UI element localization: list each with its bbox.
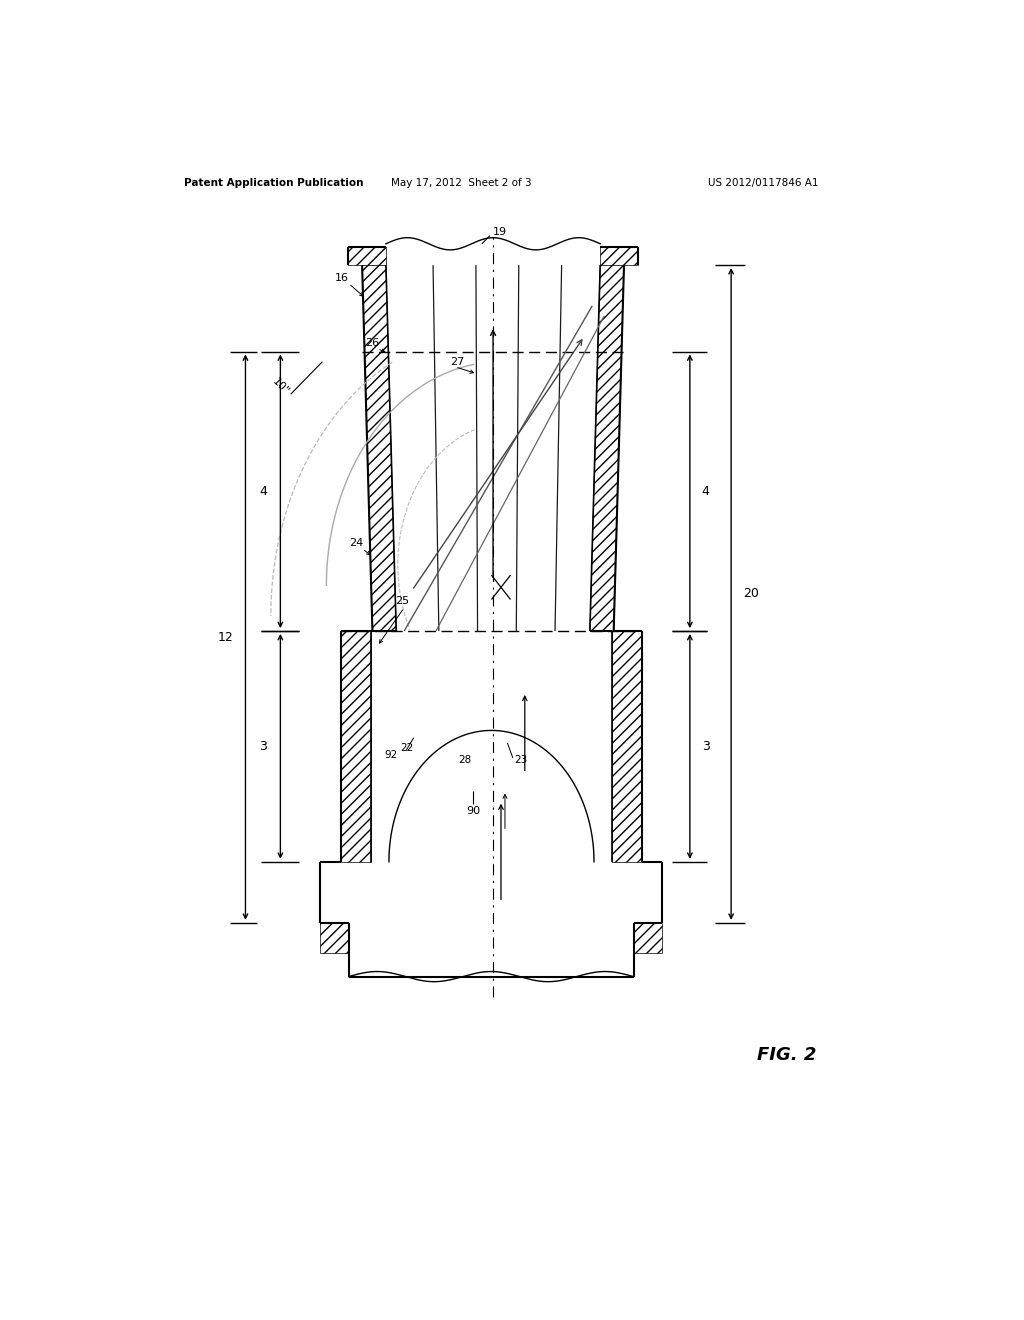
Bar [634,923,663,953]
Text: 19: 19 [493,227,507,236]
Bar [321,923,348,953]
Text: 3: 3 [701,741,710,752]
Text: 16: 16 [335,273,349,284]
Text: Patent Application Publication: Patent Application Publication [183,178,364,187]
Polygon shape [362,265,396,631]
Text: 92: 92 [385,750,398,760]
Polygon shape [348,247,386,265]
Text: 3: 3 [259,741,267,752]
Text: 27: 27 [451,356,465,367]
Bar [612,631,642,862]
Text: 26: 26 [366,338,380,348]
Text: 4: 4 [701,484,710,498]
Text: FIG. 2: FIG. 2 [757,1045,816,1064]
Bar [341,631,371,862]
Text: 12: 12 [218,631,233,644]
Text: 4: 4 [259,484,267,498]
Text: 90: 90 [466,807,480,816]
Text: 24: 24 [348,537,362,548]
Text: 23: 23 [514,755,527,766]
Text: 10": 10" [270,376,292,397]
Text: 20: 20 [743,587,759,601]
Polygon shape [600,247,638,265]
Text: May 17, 2012  Sheet 2 of 3: May 17, 2012 Sheet 2 of 3 [391,178,531,187]
Text: US 2012/0117846 A1: US 2012/0117846 A1 [708,178,818,187]
Text: 22: 22 [400,743,414,752]
Text: 28: 28 [458,755,471,766]
Text: 25: 25 [394,595,409,606]
Polygon shape [590,265,624,631]
